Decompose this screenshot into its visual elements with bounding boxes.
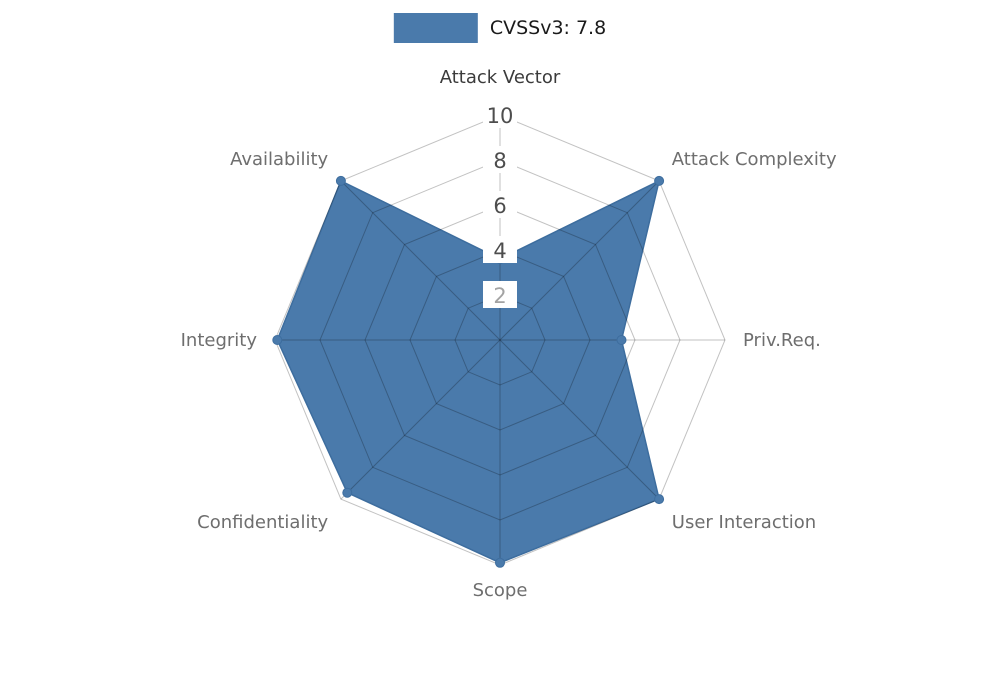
axis-label-priv-req: Priv.Req.	[743, 330, 821, 351]
axis-label-availability: Availability	[230, 149, 328, 170]
data-point	[654, 175, 665, 186]
axis-label-attack-vector: Attack Vector	[440, 67, 561, 88]
tick-box	[483, 146, 517, 173]
tick-label: 4	[493, 239, 506, 263]
axis-label-integrity: Integrity	[181, 330, 258, 351]
data-point	[335, 175, 346, 186]
axis-spoke	[340, 180, 501, 341]
tick-label: 2	[493, 284, 506, 308]
legend-label: CVSSv3: 7.8	[489, 17, 607, 39]
tick-box	[483, 191, 517, 218]
tick-label: 10	[487, 104, 514, 128]
axis-label-attack-complexity: Attack Complexity	[672, 149, 837, 170]
axis-label-confidentiality: Confidentiality	[197, 512, 328, 533]
data-point	[272, 335, 283, 345]
axis-spoke	[340, 339, 501, 500]
axis-spoke	[499, 180, 660, 341]
data-point	[495, 557, 505, 568]
axis-label-scope: Scope	[473, 580, 528, 601]
tick-box	[483, 236, 517, 263]
grid-ring	[409, 249, 591, 431]
grid-ring	[364, 204, 636, 476]
tick-box	[483, 101, 517, 128]
grid-ring	[319, 159, 681, 521]
data-point	[654, 494, 665, 505]
data-point	[342, 487, 353, 498]
tick-box	[483, 281, 517, 308]
data-point	[616, 335, 627, 345]
axis-label-user-interaction: User Interaction	[672, 512, 816, 533]
grid-ring	[454, 294, 546, 386]
chart-legend: CVSSv3: 7.8	[393, 13, 607, 43]
tick-label: 6	[493, 194, 506, 218]
axis-spoke	[499, 339, 660, 500]
tick-label: 8	[493, 149, 506, 173]
legend-swatch	[393, 13, 478, 43]
